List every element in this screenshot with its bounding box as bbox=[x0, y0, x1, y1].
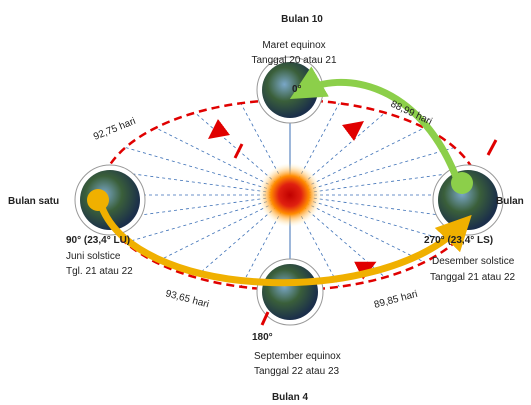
green-arrow bbox=[302, 82, 458, 182]
yellow-dot bbox=[87, 189, 109, 211]
position-date: Tgl. 21 atau 22 bbox=[66, 266, 133, 277]
orbit-arrow bbox=[352, 124, 360, 130]
month-label: Bulan 10 bbox=[281, 14, 323, 25]
position-name: Desember solstice bbox=[432, 256, 515, 267]
green-dot bbox=[451, 172, 473, 194]
duration-label: 89,85 hari bbox=[373, 289, 419, 311]
month-label: Bulan bbox=[496, 196, 524, 207]
degree-label: 270° (23,4° LS) bbox=[424, 235, 493, 246]
degree-label: 90° (23,4° LU) bbox=[66, 235, 130, 246]
position-name: Juni solstice bbox=[66, 251, 121, 262]
degree-label: 180° bbox=[252, 332, 273, 343]
tilt-mark bbox=[235, 144, 242, 158]
month-label: Bulan satu bbox=[8, 196, 59, 207]
position-date: Tanggal 20 atau 21 bbox=[251, 55, 337, 66]
diagram: Bulan 10 Maret equinox Tanggal 20 atau 2… bbox=[0, 0, 531, 405]
duration-label: 88,99 hari bbox=[389, 99, 434, 128]
sun bbox=[258, 163, 322, 227]
degree-label: 0° bbox=[292, 84, 302, 95]
duration-label: 93,65 hari bbox=[164, 288, 210, 310]
tilt-mark bbox=[488, 140, 496, 155]
position-name: Maret equinox bbox=[262, 40, 325, 51]
position-date: Tanggal 22 atau 23 bbox=[254, 366, 340, 377]
position-date: Tanggal 21 atau 22 bbox=[430, 272, 516, 283]
month-label: Bulan 4 bbox=[272, 392, 309, 403]
position-name: September equinox bbox=[254, 351, 341, 362]
duration-label: 92,75 hari bbox=[92, 116, 137, 143]
